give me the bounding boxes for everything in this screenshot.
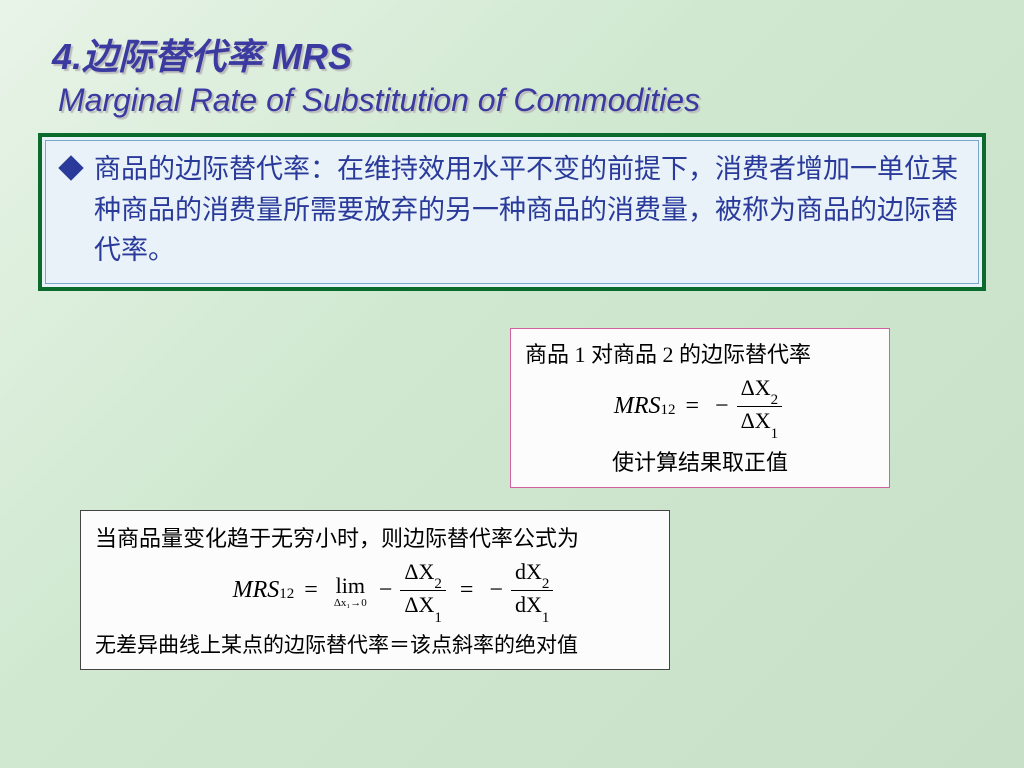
- slide-root: 4.边际替代率 MRS Marginal Rate of Substitutio…: [0, 0, 1024, 768]
- formula1-num: ΔX: [741, 375, 771, 400]
- title-block: 4.边际替代率 MRS Marginal Rate of Substitutio…: [24, 28, 1000, 119]
- formula2-lhs-sub: 12: [279, 586, 294, 603]
- formula2-note: 无差异曲线上某点的边际替代率＝该点斜率的绝对值: [95, 629, 655, 659]
- formula1-title: 商品 1 对商品 2 的边际替代率: [525, 337, 875, 369]
- formula2-fraction-2: dX2 dX1: [511, 559, 553, 623]
- formula-box-limit: 当商品量变化趋于无穷小时，则边际替代率公式为 MRS12 = lim Δx₁→0…: [80, 510, 670, 670]
- definition-inner: 商品的边际替代率：在维持效用水平不变的前提下，消费者增加一单位某种商品的消费量所…: [45, 140, 979, 284]
- formula1-lhs-sub: 12: [661, 402, 676, 419]
- equals-sign: =: [686, 393, 700, 420]
- minus-sign: −: [379, 577, 393, 604]
- limit-sub: Δx₁→0: [334, 597, 367, 609]
- formula2-fraction-1: ΔX2 ΔX1: [400, 559, 446, 623]
- equals-sign: =: [460, 577, 474, 604]
- limit-block: lim Δx₁→0: [334, 573, 367, 609]
- equals-sign: =: [304, 577, 318, 604]
- formula2-lhs: MRS: [233, 577, 280, 604]
- formula1-den: ΔX: [741, 408, 771, 433]
- definition-row: 商品的边际替代率：在维持效用水平不变的前提下，消费者增加一单位某种商品的消费量所…: [58, 149, 966, 271]
- formula2-f1-den: ΔX: [404, 592, 434, 617]
- formula2-title: 当商品量变化趋于无穷小时，则边际替代率公式为: [95, 521, 655, 553]
- formula2-f2-num: dX: [515, 559, 542, 584]
- formula2-f2-num-sub: 2: [542, 576, 550, 592]
- formula2-f1-num-sub: 2: [434, 576, 442, 592]
- formula1-lhs: MRS: [614, 393, 661, 420]
- definition-text: 商品的边际替代率：在维持效用水平不变的前提下，消费者增加一单位某种商品的消费量所…: [94, 149, 966, 271]
- formula2-f1-den-sub: 1: [434, 610, 442, 626]
- definition-box: 商品的边际替代率：在维持效用水平不变的前提下，消费者增加一单位某种商品的消费量所…: [38, 133, 986, 291]
- formula1-note: 使计算结果取正值: [525, 445, 875, 477]
- title-main: 4.边际替代率 MRS: [52, 28, 1000, 80]
- formula1-num-sub: 2: [771, 392, 779, 408]
- formula2-equation: MRS12 = lim Δx₁→0 − ΔX2 ΔX1 = − dX2 dX1: [135, 559, 655, 623]
- formula2-f2-den: dX: [515, 592, 542, 617]
- formula1-equation: MRS12 = − ΔX2 ΔX1: [525, 375, 875, 439]
- formula2-f2-den-sub: 1: [542, 610, 550, 626]
- limit-text: lim: [336, 573, 365, 599]
- minus-sign: −: [715, 393, 729, 420]
- formula2-f1-num: ΔX: [404, 559, 434, 584]
- title-sub: Marginal Rate of Substitution of Commodi…: [52, 82, 1000, 119]
- bullet-diamond-icon: [58, 155, 83, 180]
- formula1-fraction: ΔX2 ΔX1: [737, 375, 783, 439]
- minus-sign: −: [489, 577, 503, 604]
- formula1-den-sub: 1: [771, 426, 779, 442]
- formula-box-discrete: 商品 1 对商品 2 的边际替代率 MRS12 = − ΔX2 ΔX1 使计算结…: [510, 328, 890, 488]
